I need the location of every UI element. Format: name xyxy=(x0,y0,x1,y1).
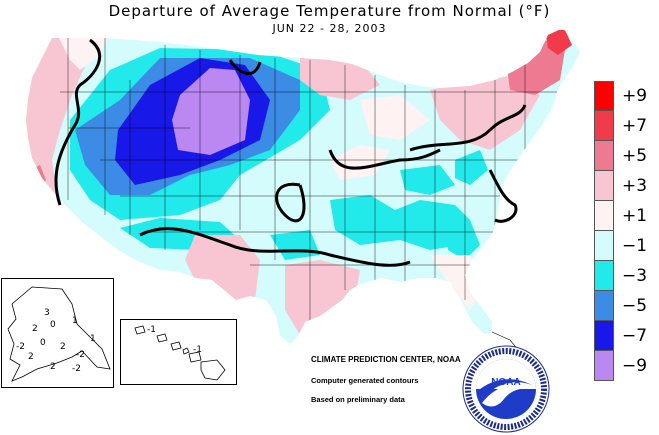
legend-label: +1 xyxy=(622,206,648,226)
legend-label: −7 xyxy=(622,326,648,346)
ak-label: 1 xyxy=(72,316,78,326)
ak-label: -2 xyxy=(76,350,85,360)
hi-label: -1 xyxy=(147,325,156,335)
legend-swatch xyxy=(594,111,614,141)
legend-label: +7 xyxy=(622,116,648,136)
note-contours: Computer generated contours xyxy=(311,376,419,385)
ak-label: 0 xyxy=(50,320,56,330)
legend-label: −9 xyxy=(622,356,648,376)
noaa-logo: NOAA xyxy=(462,345,550,433)
legend-label: +9 xyxy=(622,86,648,106)
hawaii-map: -1 -1 xyxy=(134,325,226,381)
legend-item: −5 xyxy=(594,291,654,321)
legend-item: −3 xyxy=(594,261,654,291)
legend-item: −7 xyxy=(594,321,654,351)
hawaii-inset: -1 -1 xyxy=(120,319,237,385)
legend-label: −5 xyxy=(622,296,648,316)
legend-item: +3 xyxy=(594,171,654,201)
legend-item: +1 xyxy=(594,201,654,231)
noaa-logo-text: NOAA xyxy=(491,377,520,388)
zero-contours xyxy=(54,38,527,267)
map-subtitle: JUN 22 - 28, 2003 xyxy=(272,22,387,35)
ak-label: 2 xyxy=(50,362,56,372)
map-title: Departure of Average Temperature from No… xyxy=(108,2,551,20)
ak-label: 0 xyxy=(40,338,46,348)
legend-label: +5 xyxy=(622,146,648,166)
alaska-map: 1 3 0 2 0 2 -2 -2 2 1 2 -2 xyxy=(7,286,111,382)
legend-label: −1 xyxy=(622,236,648,256)
ak-label: 1 xyxy=(90,334,96,344)
alaska-inset: 1 3 0 2 0 2 -2 -2 2 1 2 -2 xyxy=(1,278,114,388)
legend-swatch xyxy=(594,81,614,111)
legend-label: −3 xyxy=(622,266,648,286)
ak-label: 2 xyxy=(32,324,38,334)
legend: +9 +7 +5 +3 +1 −1 −3 −5 −7 −9 xyxy=(594,81,654,381)
legend-swatch xyxy=(594,141,614,171)
legend-label: +3 xyxy=(622,176,648,196)
legend-swatch xyxy=(594,321,614,351)
mainland-us xyxy=(26,28,580,344)
legend-item: −9 xyxy=(594,351,654,381)
legend-item: +5 xyxy=(594,141,654,171)
ak-label: -2 xyxy=(16,342,25,352)
ak-label: 3 xyxy=(44,308,50,318)
legend-swatch xyxy=(594,171,614,201)
hi-label: -1 xyxy=(193,345,202,355)
legend-swatch xyxy=(594,351,614,381)
legend-item: +7 xyxy=(594,111,654,141)
ak-label: -2 xyxy=(72,364,81,374)
noaa-bird-icon xyxy=(482,385,532,407)
note-preliminary: Based on preliminary data xyxy=(311,395,405,404)
legend-swatch xyxy=(594,291,614,321)
ak-label: 2 xyxy=(28,352,34,362)
credit-text: CLIMATE PREDICTION CENTER, NOAA xyxy=(311,355,461,364)
ak-label: 2 xyxy=(60,342,66,352)
legend-swatch xyxy=(594,231,614,261)
legend-item: +9 xyxy=(594,81,654,111)
legend-item: −1 xyxy=(594,231,654,261)
legend-swatch xyxy=(594,261,614,291)
legend-swatch xyxy=(594,201,614,231)
